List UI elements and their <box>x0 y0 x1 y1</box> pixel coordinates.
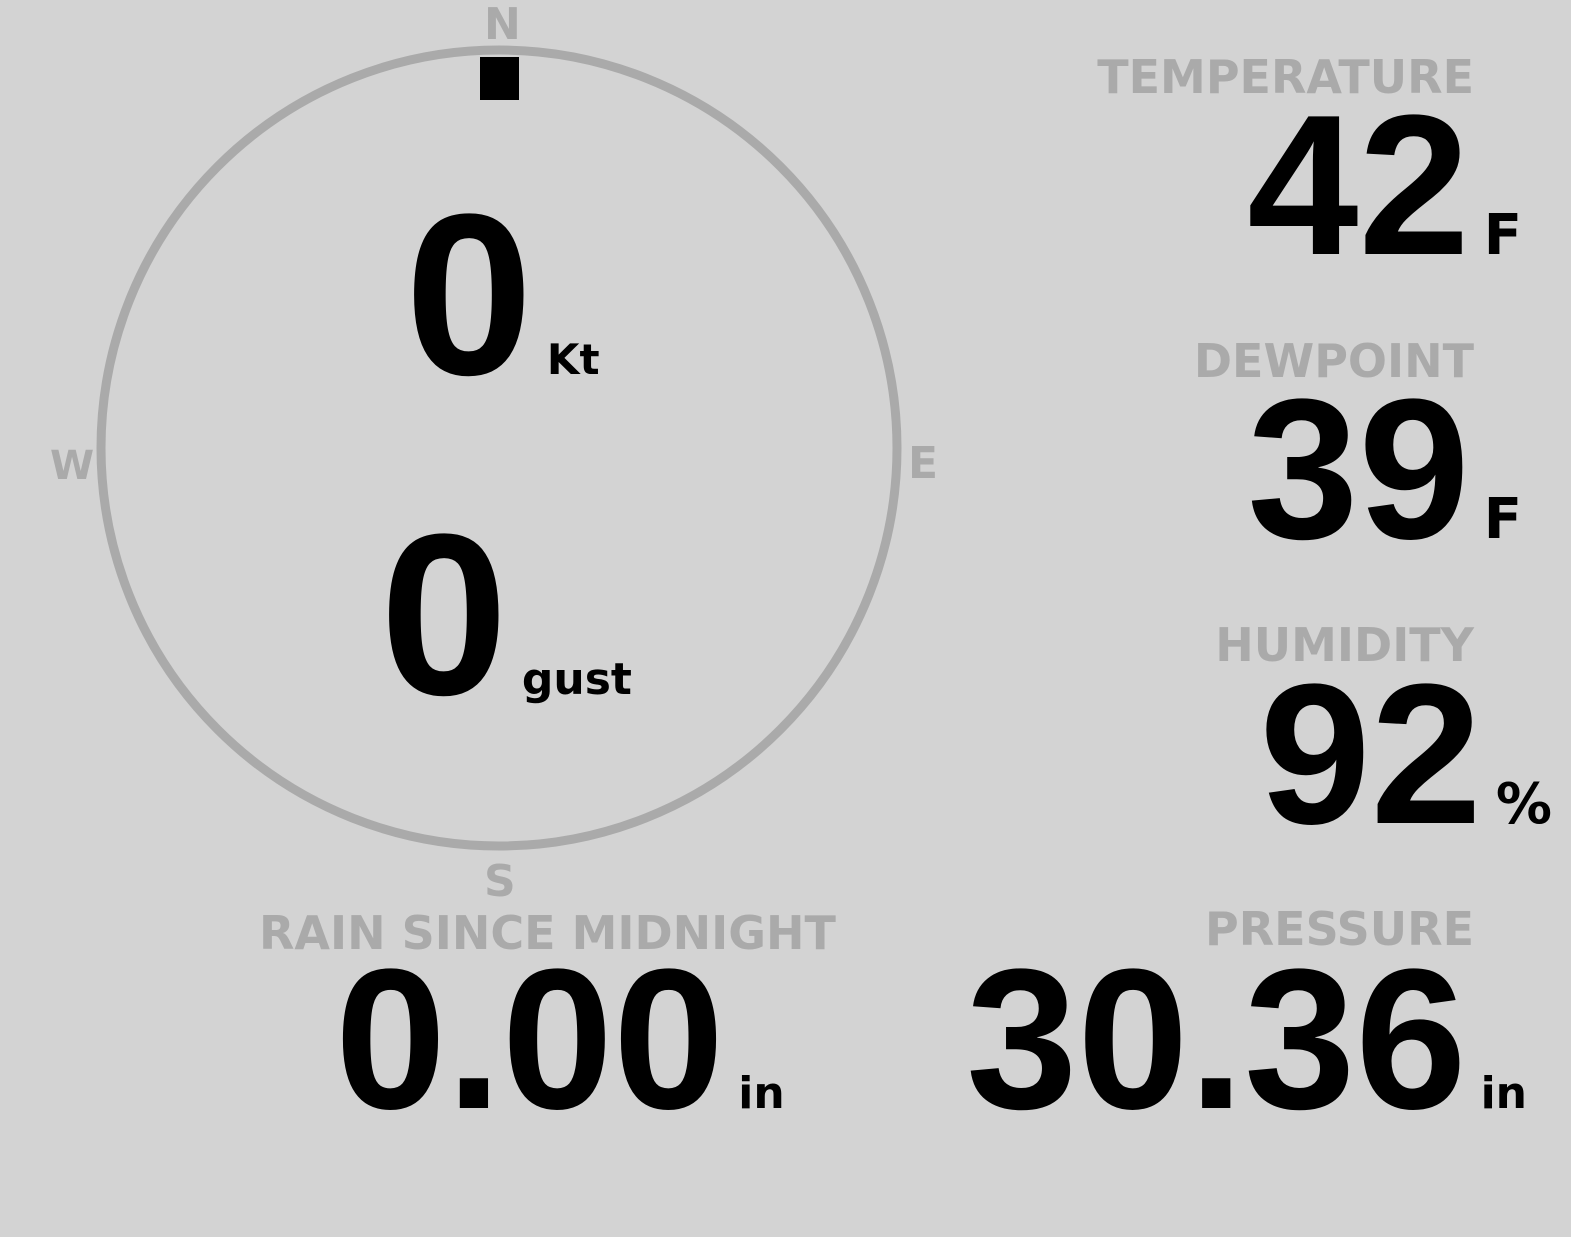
compass-west: W <box>50 443 95 489</box>
humidity-label: HUMIDITY <box>1215 618 1474 672</box>
temperature-label: TEMPERATURE <box>1097 50 1474 104</box>
rain-value: 0.00 <box>335 928 725 1151</box>
wind-direction-marker <box>480 57 519 100</box>
compass-east: E <box>908 438 939 489</box>
wind-speed-value: 0 <box>405 166 533 423</box>
wind-speed-row: 0 Kt <box>405 166 600 423</box>
pressure-row: 30.36 in <box>966 928 1527 1151</box>
temperature-row: 42 F <box>1247 74 1522 297</box>
rain-row: 0.00 in <box>335 928 785 1151</box>
compass-north: N <box>484 0 521 50</box>
wind-gust-row: 0 gust <box>380 486 632 743</box>
temperature-unit: F <box>1483 203 1522 268</box>
dewpoint-unit: F <box>1483 487 1522 552</box>
humidity-unit: % <box>1495 772 1552 837</box>
compass-ring <box>96 45 902 851</box>
rain-label: RAIN SINCE MIDNIGHT <box>259 906 836 960</box>
rain-unit: in <box>738 1068 785 1119</box>
pressure-label: PRESSURE <box>1205 902 1474 956</box>
dewpoint-label: DEWPOINT <box>1193 334 1474 388</box>
compass-south: S <box>484 856 516 907</box>
dewpoint-row: 39 F <box>1247 358 1522 581</box>
humidity-value: 92 <box>1259 643 1482 866</box>
wind-gust-unit: gust <box>521 654 632 705</box>
dewpoint-value: 39 <box>1247 358 1470 581</box>
wind-compass <box>96 45 902 851</box>
humidity-row: 92 % <box>1259 643 1552 866</box>
temperature-value: 42 <box>1247 74 1470 297</box>
wind-speed-unit: Kt <box>546 335 600 384</box>
wind-gust-value: 0 <box>380 486 508 743</box>
pressure-unit: in <box>1480 1068 1527 1119</box>
pressure-value: 30.36 <box>966 928 1467 1151</box>
